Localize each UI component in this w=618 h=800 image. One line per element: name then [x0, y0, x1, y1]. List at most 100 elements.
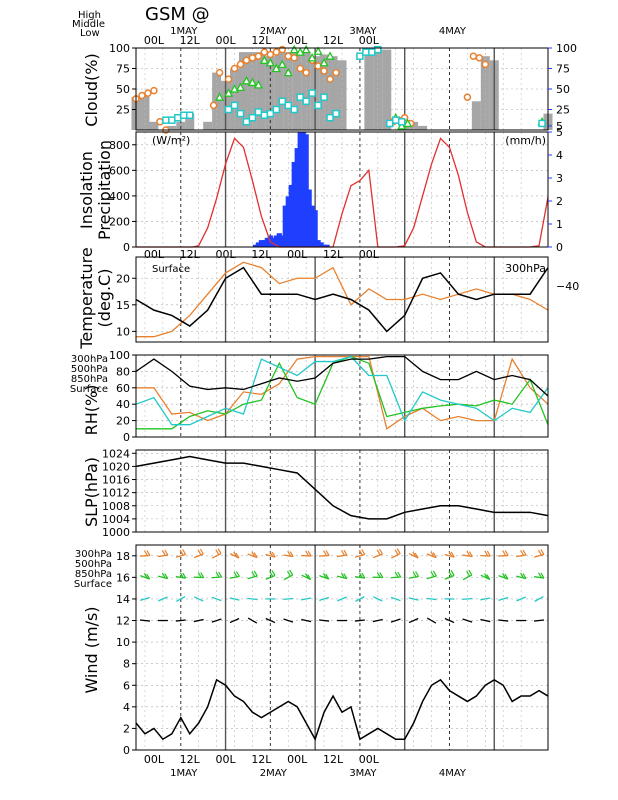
wind-barb-500hpa	[336, 575, 348, 580]
wind-barb-850hpa	[176, 595, 186, 602]
cloud-high-point	[469, 52, 478, 60]
cloud-legend-low: Low	[80, 28, 100, 39]
wind-barb-surface	[283, 618, 294, 623]
cloud-low-point	[242, 118, 251, 126]
ins-time-label: 00L	[359, 248, 380, 261]
precip-bar	[315, 240, 321, 247]
wind-barb-300hpa	[376, 549, 381, 556]
cloud-high-point	[150, 86, 158, 95]
wind-barb-300hpa	[448, 551, 453, 557]
wind-barb-500hpa	[498, 575, 509, 580]
wind-barb-500hpa	[233, 571, 238, 578]
wind-barb-500hpa	[229, 575, 240, 579]
ins-rtick-label: 0	[556, 241, 563, 254]
precip-bar	[300, 132, 306, 247]
rh-tick-label: 40	[116, 398, 130, 411]
insolation-unit: (W/m²)	[152, 134, 190, 147]
wind-barb-surface	[301, 618, 312, 623]
cloud-low-point	[266, 109, 275, 118]
wind-barb-300hpa	[217, 548, 222, 554]
cloud-high-point	[320, 67, 328, 75]
wind-barb-500hpa	[283, 574, 293, 581]
wind-barb-300hpa	[498, 554, 509, 557]
wind-barb-850hpa	[301, 597, 312, 601]
wind-barb-500hpa	[307, 574, 312, 580]
cloud-low-point	[254, 108, 263, 116]
cloud-total-bar	[247, 52, 257, 130]
cloud-low-point	[236, 109, 245, 118]
wind-barb-500hpa	[289, 569, 294, 576]
wind-barb-300hpa	[343, 549, 348, 556]
cloud-high-point	[230, 64, 239, 73]
wind-barb-300hpa	[340, 550, 345, 556]
wind-barb-300hpa	[161, 550, 166, 556]
wind-tick-label: 2	[123, 722, 130, 735]
slp-tick-label: 1024	[102, 447, 130, 460]
temp-tick-label: 10	[116, 325, 130, 338]
wind-barb-300hpa	[372, 553, 383, 559]
cloud-middle-point	[241, 75, 252, 85]
wind-barb-300hpa	[361, 549, 366, 555]
wind-barb-500hpa	[322, 572, 327, 579]
wind-barb-850hpa	[337, 596, 347, 602]
cloud-total-bar	[176, 121, 186, 130]
wind-barb-300hpa	[396, 548, 401, 554]
wind-barb-300hpa	[283, 554, 294, 558]
precip-bar	[282, 205, 288, 247]
wind-barb-300hpa	[233, 551, 238, 558]
bottom-time-label: 00L	[359, 753, 380, 766]
wind-barb-500hpa	[197, 572, 202, 578]
wind-barb-500hpa	[379, 572, 384, 578]
wind-barb-500hpa	[444, 574, 455, 580]
wind-barb-surface	[498, 619, 509, 622]
wind-barb-300hpa	[215, 549, 220, 555]
precip-bar	[294, 148, 300, 247]
wind-barb-850hpa	[247, 597, 258, 601]
wind-barb-500hpa	[251, 571, 256, 577]
wind-barb-500hpa	[361, 572, 366, 579]
wind-barb-300hpa	[175, 553, 186, 558]
temp-300hpa-line	[136, 261, 549, 338]
wind-barb-300hpa	[378, 548, 384, 555]
wind-barb-850hpa	[158, 596, 168, 602]
cloud-high-point	[332, 68, 340, 77]
bottom-time-label: 12L	[180, 753, 201, 766]
slp-line	[135, 455, 549, 520]
wind-barb-300hpa	[450, 551, 455, 558]
ins-time-label: 00L	[144, 248, 165, 261]
cloud-low-point	[302, 97, 310, 106]
bottom-day-label: 4MAY	[439, 768, 467, 779]
wind-barb-surface	[319, 619, 330, 622]
cloud-middle-point	[283, 67, 293, 77]
cloud-low-point	[180, 111, 188, 119]
cloud-low-point	[308, 89, 316, 97]
cloud-legend-middle: Middle	[72, 19, 105, 30]
wind-barb-500hpa	[354, 576, 365, 579]
wind-barb-500hpa	[538, 572, 543, 579]
wind-barb-500hpa	[358, 572, 363, 579]
wind-barb-300hpa	[211, 552, 222, 559]
cloud-total-bar	[382, 49, 392, 130]
ins-time-label: 12L	[180, 248, 201, 261]
cloud-middle-point	[259, 55, 269, 64]
wind-barb-850hpa	[480, 597, 491, 601]
wind-barb-500hpa	[304, 573, 309, 579]
rh-legend-item: 500hPa	[71, 364, 108, 375]
ins-time-label: 12L	[251, 248, 272, 261]
wind-tick-label: 16	[116, 571, 130, 584]
ins-ylabel: Precipitation	[95, 140, 114, 240]
cloud-high-point	[302, 68, 310, 77]
slp-tick-label: 1004	[102, 513, 130, 526]
ins-rtick-label: 2	[556, 195, 563, 208]
wind-barb-300hpa	[199, 548, 204, 555]
cloud-rtick-label: 50	[556, 83, 570, 96]
cloud-tick-label: 75	[116, 63, 130, 76]
rh-tick-label: 80	[116, 365, 130, 378]
cloud-middle-point	[265, 57, 275, 67]
wind-barb-300hpa	[193, 553, 204, 559]
cloud-total-bar	[167, 125, 177, 130]
cloud-total-bar	[256, 52, 266, 130]
wind-barb-500hpa	[211, 576, 222, 579]
wind-barb-300hpa	[502, 550, 507, 556]
